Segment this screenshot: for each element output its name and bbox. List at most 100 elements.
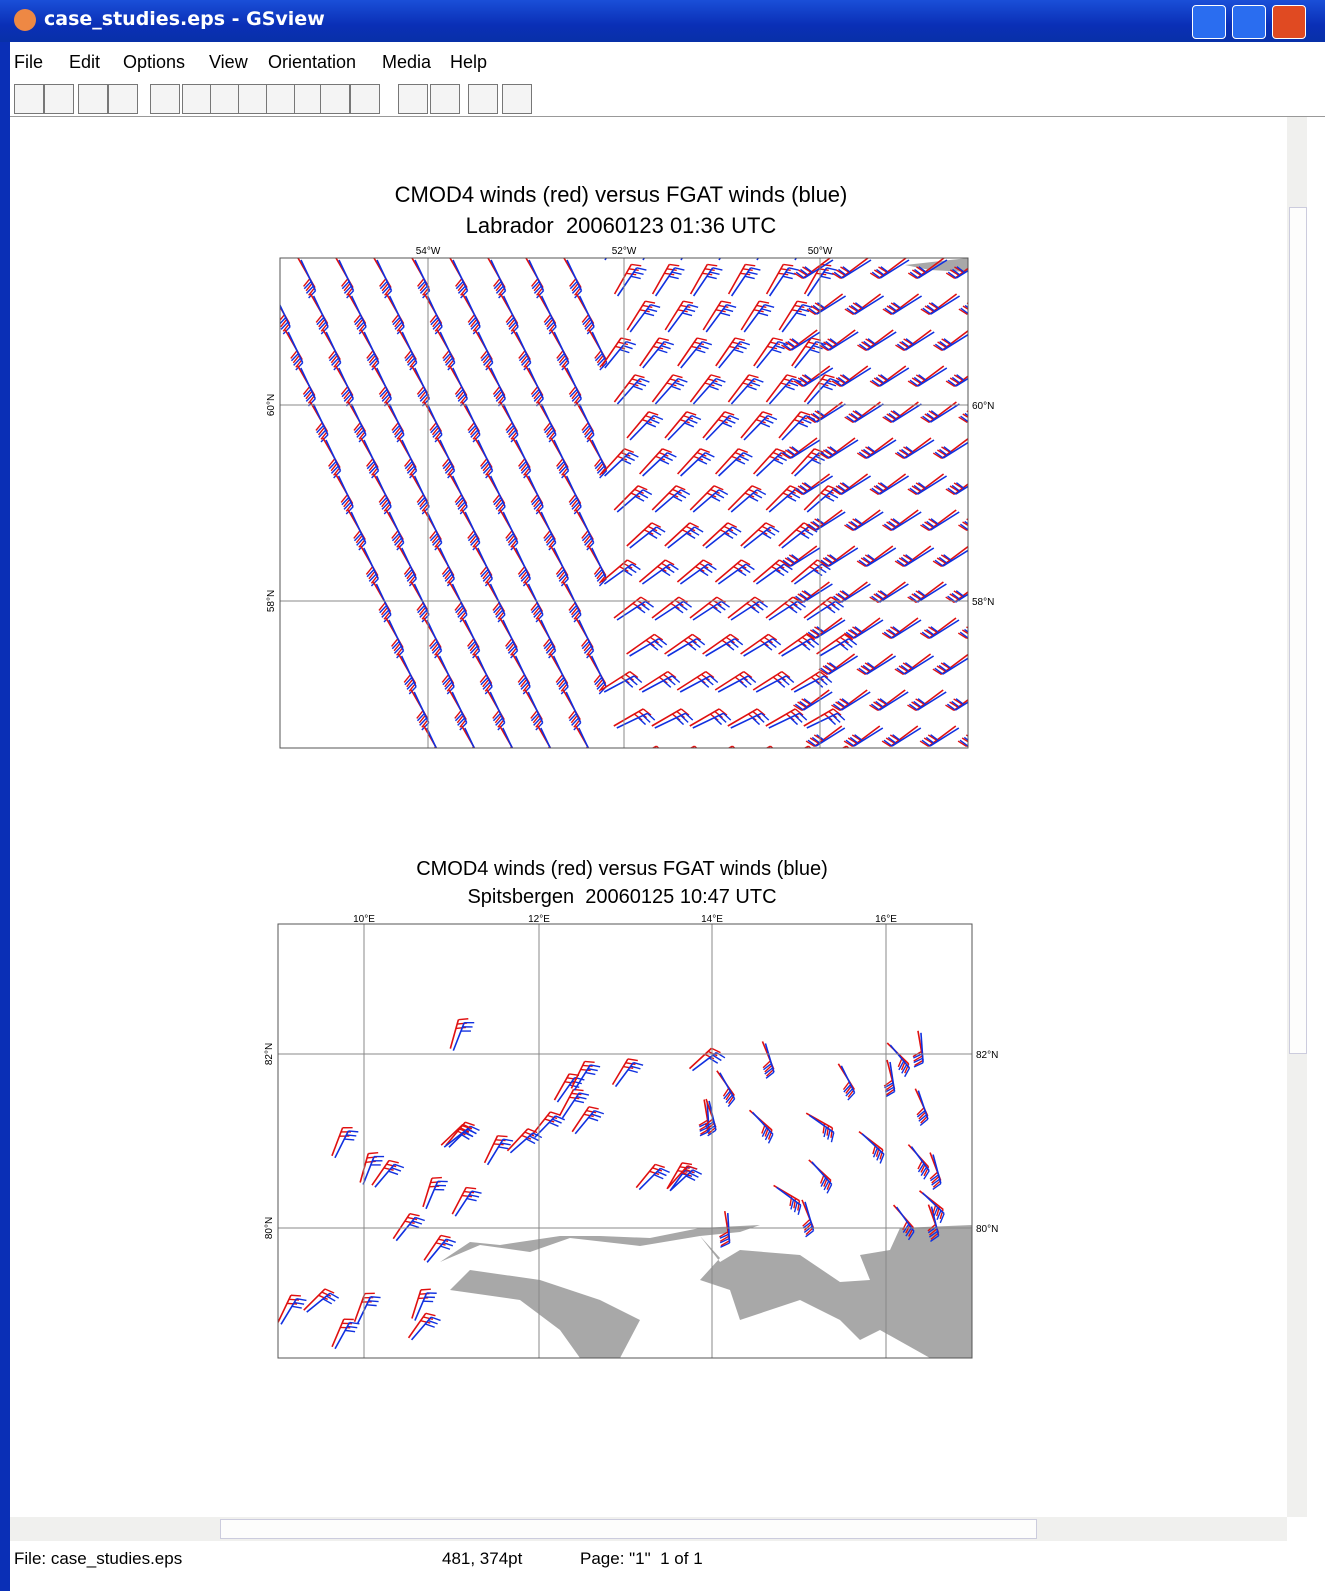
wind-barb xyxy=(1007,404,1036,422)
barb-feather xyxy=(1009,669,1017,674)
barb-feather xyxy=(748,495,759,502)
wind-barb xyxy=(490,259,507,292)
barb-feather xyxy=(507,645,516,654)
wind-barb xyxy=(588,762,605,791)
menu-item[interactable]: Options xyxy=(123,52,186,72)
maximize-button[interactable] xyxy=(1232,5,1266,39)
barb-feather xyxy=(1053,773,1061,779)
toolbar-button[interactable] xyxy=(210,84,240,114)
status-file: File: case_studies.eps xyxy=(14,1549,183,1568)
toolbar-button[interactable] xyxy=(266,84,296,114)
barb-feather xyxy=(751,717,761,726)
barb-feather xyxy=(492,713,501,722)
menu-item[interactable]: Edit xyxy=(69,52,101,72)
wind-barb xyxy=(376,367,393,400)
barb-feather xyxy=(558,462,566,472)
horizontal-scrollbar[interactable] xyxy=(10,1517,1287,1541)
vertical-scrollbar[interactable] xyxy=(1287,117,1307,1517)
barb-feather xyxy=(871,379,881,387)
toolbar-button[interactable] xyxy=(108,84,138,114)
menu-item[interactable]: Orientation xyxy=(268,52,357,72)
barb-feather xyxy=(669,263,680,267)
toolbar-button[interactable] xyxy=(238,84,268,114)
barb-feather xyxy=(936,557,947,564)
lon-label: 10°E xyxy=(353,914,375,925)
barb-feather xyxy=(998,524,1006,530)
lat-label: 82°N xyxy=(976,1050,998,1061)
barb-feather xyxy=(1051,666,1059,671)
menu-item[interactable]: View xyxy=(209,52,248,72)
wind-barb xyxy=(353,1293,366,1323)
barb-feather xyxy=(341,281,350,290)
barb-feather xyxy=(1068,699,1076,704)
barb-feather xyxy=(881,632,892,639)
toolbar-button[interactable] xyxy=(294,84,324,114)
barb-feather xyxy=(728,529,738,536)
barb-feather xyxy=(799,376,809,384)
barb-feather xyxy=(666,382,677,387)
barb-feather xyxy=(871,271,881,279)
toolbar-button[interactable] xyxy=(44,84,74,114)
toolbar-button[interactable] xyxy=(398,84,428,114)
barb-feather xyxy=(471,1190,482,1194)
toolbar-button[interactable] xyxy=(430,84,460,114)
status-bar: File: case_studies.eps 481, 374pt Page: … xyxy=(10,1545,1325,1591)
barb-feather xyxy=(547,1114,558,1120)
toolbar-button[interactable] xyxy=(502,84,532,114)
wind-barb xyxy=(866,331,897,351)
barb-feather xyxy=(669,378,680,383)
barb-feather xyxy=(427,1319,438,1325)
minimize-button[interactable] xyxy=(1192,5,1226,39)
wind-barb xyxy=(992,474,1019,494)
barb-feather xyxy=(429,530,437,539)
barb-feather xyxy=(839,590,849,597)
toolbar-button[interactable] xyxy=(150,84,180,114)
barb-feather xyxy=(1057,771,1065,777)
barb-feather xyxy=(1003,521,1011,527)
toolbar-button[interactable] xyxy=(468,84,498,114)
barb-feather xyxy=(777,455,787,462)
barb-feather xyxy=(485,795,492,802)
barb-feather xyxy=(383,506,392,515)
barb-feather xyxy=(555,674,563,683)
barb-feather xyxy=(863,773,871,779)
toolbar-button[interactable] xyxy=(182,84,212,114)
close-button[interactable] xyxy=(1272,5,1306,39)
barb-feather xyxy=(573,506,582,515)
barb-feather xyxy=(753,309,764,313)
toolbar-button[interactable] xyxy=(14,84,44,114)
toolbar-button[interactable] xyxy=(78,84,108,114)
window-border xyxy=(0,42,10,1591)
wind-barb xyxy=(550,762,567,791)
barb-feather xyxy=(266,282,273,289)
wind-barb xyxy=(829,764,858,782)
barb-feather xyxy=(586,1109,597,1114)
barb-feather xyxy=(884,1086,895,1093)
barb-feather xyxy=(883,523,893,531)
menu-item[interactable]: File xyxy=(14,52,44,72)
barb-feather xyxy=(855,302,864,310)
scroll-thumb[interactable] xyxy=(220,1519,1037,1539)
barb-feather xyxy=(630,1065,641,1070)
barb-feather xyxy=(676,710,686,719)
toolbar-button[interactable] xyxy=(350,84,380,114)
wind-barb xyxy=(614,1062,635,1088)
lon-label: 12°E xyxy=(528,914,550,925)
barb-feather xyxy=(507,426,516,436)
barb-feather xyxy=(690,749,698,756)
barb-feather xyxy=(820,559,830,567)
wind-barb xyxy=(1069,692,1098,710)
barb-feather xyxy=(378,602,386,611)
wind-barb xyxy=(654,267,676,297)
barb-feather xyxy=(1051,558,1059,563)
barb-feather xyxy=(1089,774,1097,779)
toolbar-button[interactable] xyxy=(320,84,350,114)
barb-feather xyxy=(472,650,481,659)
barb-feather xyxy=(988,486,996,491)
scroll-thumb[interactable] xyxy=(1289,207,1307,1054)
barb-feather xyxy=(293,357,302,366)
menu-item[interactable]: Help xyxy=(450,52,488,72)
barb-feather xyxy=(627,1058,638,1062)
menu-item[interactable]: Media xyxy=(382,52,432,72)
barb-feather xyxy=(381,501,390,510)
